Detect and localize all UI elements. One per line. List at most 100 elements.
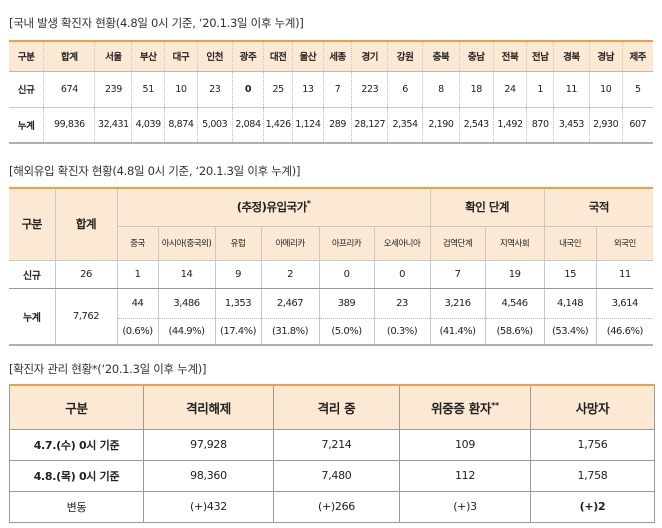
- header-cell: 서울: [94, 40, 132, 72]
- origin-label: (추정)유입국가: [236, 200, 308, 215]
- subheader-cell: 중국: [116, 226, 158, 261]
- table-cell: (+)432: [143, 490, 274, 523]
- row-label: 누계: [9, 107, 44, 144]
- table-cell: 11: [595, 260, 654, 289]
- header-cell: 부산: [131, 40, 165, 72]
- table-cell: 51: [131, 71, 165, 108]
- subheader-cell: 외국인: [595, 226, 654, 261]
- subheader-cell: 유럽: [214, 226, 261, 261]
- table-cell: 3,216: [429, 288, 486, 319]
- header-cell: 경기: [351, 40, 388, 72]
- table-cell: 289: [322, 107, 352, 144]
- management-title-text: 확진자 관리 현황*(‘20.1.3일 이후 누계): [13, 362, 202, 376]
- row-label: 4.7.(수) 0시 기준: [9, 428, 144, 461]
- table-cell: 112: [399, 459, 531, 492]
- table-cell: 1: [116, 260, 158, 289]
- table-cell: 7,762: [54, 288, 117, 346]
- table-cell: 25: [263, 71, 293, 108]
- percent-cell: (0.6%): [116, 318, 158, 346]
- management-row-change: 변동 (+)432 (+)266 (+)3 (+)2: [9, 490, 655, 523]
- table-cell: 3,486: [157, 288, 215, 319]
- table-cell: 2,543: [458, 107, 494, 144]
- header-cell: 격리 중: [273, 384, 400, 430]
- domestic-cumulative-row: 누계 99,836 32,431 4,039 8,874 5,003 2,084…: [9, 107, 653, 144]
- header-confirm-stage: 확인 단계: [429, 187, 545, 227]
- management-section-title: [확진자 관리 현황*(‘20.1.3일 이후 누계)]: [9, 362, 207, 376]
- table-cell: 11: [553, 71, 590, 108]
- table-cell: (+)3: [399, 490, 531, 523]
- percent-cell: (41.4%): [429, 318, 486, 346]
- table-cell: 97,928: [143, 428, 274, 461]
- header-cell: 제주: [621, 40, 653, 72]
- table-cell: 9: [214, 260, 261, 289]
- table-cell: 1,426: [263, 107, 293, 144]
- table-cell: 389: [318, 288, 374, 319]
- table-cell: 239: [94, 71, 132, 108]
- table-cell: 3,453: [553, 107, 590, 144]
- row-label: 변동: [9, 490, 144, 523]
- management-header-row: 구분 격리해제 격리 중 위중증 환자** 사망자: [9, 384, 655, 430]
- table-cell: 1,124: [292, 107, 324, 144]
- percent-cell: (0.3%): [373, 318, 431, 346]
- row-label: 누계: [9, 288, 55, 346]
- subheader-cell: 오세아니아: [373, 226, 431, 261]
- header-cell: 대전: [263, 40, 293, 72]
- header-cell: 합계: [43, 40, 95, 72]
- header-cell-severe: 위중증 환자**: [399, 384, 531, 430]
- header-cell: 울산: [292, 40, 324, 72]
- table-cell: 18: [458, 71, 494, 108]
- table-cell: 7,480: [273, 459, 400, 492]
- header-origin-country: (추정)유입국가*: [116, 187, 431, 227]
- header-cell: 구분: [9, 40, 44, 72]
- header-cell: 대구: [164, 40, 198, 72]
- table-cell: 44: [116, 288, 158, 319]
- imported-cases-table: 구분 합계 (추정)유입국가* 확인 단계 국적 중국 아시아(중국외) 유럽 …: [9, 187, 654, 346]
- table-cell: 870: [526, 107, 554, 144]
- management-status-table: 구분 격리해제 격리 중 위중증 환자** 사망자 4.7.(수) 0시 기준 …: [9, 384, 655, 523]
- table-cell: 2,467: [260, 288, 319, 319]
- row-label: 신규: [9, 71, 44, 108]
- table-cell: 109: [399, 428, 531, 461]
- table-cell: 1,492: [492, 107, 527, 144]
- domestic-cases-table: 구분 합계 서울 부산 대구 인천 광주 대전 울산 세종 경기 강원 충북 충…: [9, 40, 653, 144]
- table-cell: 23: [196, 71, 233, 108]
- table-cell: 5: [621, 71, 653, 108]
- table-cell: 1,756: [530, 428, 655, 461]
- table-cell: 99,836: [43, 107, 95, 144]
- table-cell: 0: [318, 260, 374, 289]
- management-row-apr8: 4.8.(목) 0시 기준 98,360 7,480 112 1,758: [9, 459, 655, 492]
- row-label: 4.8.(목) 0시 기준: [9, 459, 144, 492]
- imported-title-text: 해외유입 확진자 현황(4.8일 0시 기준, ‘20.1.3일 이후 누계): [13, 164, 296, 178]
- table-cell: 23: [373, 288, 431, 319]
- table-cell: 4,039: [131, 107, 165, 144]
- header-nationality: 국적: [543, 187, 654, 227]
- percent-cell: (53.4%): [543, 318, 597, 346]
- header-gubun: 구분: [9, 187, 55, 261]
- header-cell: 경북: [553, 40, 590, 72]
- table-cell: 10: [588, 71, 623, 108]
- table-cell: 32,431: [94, 107, 132, 144]
- domestic-section-title: [국내 발생 확진자 현황(4.8일 0시 기준, ‘20.1.3일 이후 누계…: [9, 16, 304, 30]
- management-row-apr7: 4.7.(수) 0시 기준 97,928 7,214 109 1,756: [9, 428, 655, 461]
- severe-label: 위중증 환자: [431, 400, 492, 416]
- table-cell: 13: [292, 71, 324, 108]
- table-cell: 24: [492, 71, 527, 108]
- domestic-new-row: 신규 674 239 51 10 23 0 25 13 7 223 6 8 18…: [9, 71, 653, 108]
- table-cell: 5,003: [196, 107, 233, 144]
- table-cell: 1,758: [530, 459, 655, 492]
- subheader-cell: 검역단계: [429, 226, 486, 261]
- header-cell: 세종: [322, 40, 352, 72]
- header-cell: 전북: [492, 40, 527, 72]
- table-cell: 0: [231, 71, 264, 108]
- percent-cell: (17.4%): [214, 318, 261, 346]
- table-cell: (+)266: [273, 490, 400, 523]
- header-cell: 충남: [458, 40, 494, 72]
- subheader-cell: 아프리카: [318, 226, 374, 261]
- table-cell: 98,360: [143, 459, 274, 492]
- table-cell: 1: [526, 71, 554, 108]
- percent-cell: (5.0%): [318, 318, 374, 346]
- table-cell: 0: [373, 260, 431, 289]
- header-cell: 인천: [196, 40, 233, 72]
- header-cell: 경남: [588, 40, 623, 72]
- table-cell: 2: [260, 260, 319, 289]
